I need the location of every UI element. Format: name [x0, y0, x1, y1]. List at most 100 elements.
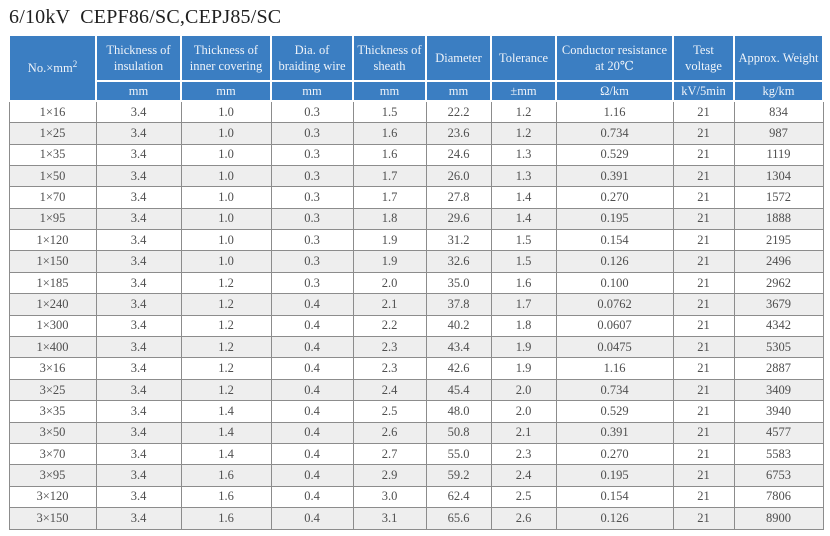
- cell: 21: [672, 378, 735, 402]
- cell: 0.3: [270, 271, 354, 295]
- cell: 3.4: [95, 357, 182, 380]
- cell: 3.4: [95, 229, 182, 252]
- row-label: 3×16: [8, 357, 97, 380]
- cell: 2887: [733, 357, 824, 380]
- row-label: 1×35: [8, 143, 97, 166]
- cell: 0.4: [270, 485, 354, 509]
- cell: 0.529: [555, 400, 674, 423]
- cell: 1.0: [180, 229, 272, 252]
- column-unit: kV/5min: [672, 79, 735, 103]
- cell: 5305: [733, 336, 824, 359]
- table-row: 1×400 3.4 1.2 0.4 2.3 43.4 1.9 0.0475 21 5305: [8, 336, 824, 359]
- cell: 55.0: [425, 442, 492, 466]
- cell: 2.0: [352, 271, 427, 295]
- row-label: 1×150: [8, 250, 97, 273]
- column-unit: mm: [425, 79, 492, 103]
- row-label: 3×50: [8, 421, 97, 445]
- cell: 1.9: [352, 229, 427, 252]
- cell: 21: [672, 186, 735, 209]
- cell: 0.100: [555, 271, 674, 295]
- row-label: 1×240: [8, 293, 97, 316]
- cell: 1.2: [180, 271, 272, 295]
- cell: 2496: [733, 250, 824, 273]
- cell: 2.0: [490, 400, 557, 423]
- cell: 1.6: [180, 464, 272, 487]
- cell: 2.1: [490, 421, 557, 445]
- cell: 0.0762: [555, 293, 674, 316]
- cell: 31.2: [425, 229, 492, 252]
- table-row: 1×150 3.4 1.0 0.3 1.9 32.6 1.5 0.126 21 2496: [8, 250, 824, 273]
- table-row: 3×35 3.4 1.4 0.4 2.5 48.0 2.0 0.529 21 3940: [8, 400, 824, 423]
- cell: 40.2: [425, 314, 492, 338]
- cell: 1.0: [180, 186, 272, 209]
- cell: 1.6: [352, 143, 427, 166]
- cell: 0.3: [270, 122, 354, 145]
- column-unit: mm: [180, 79, 272, 103]
- cell: 21: [672, 464, 735, 487]
- cell: 37.8: [425, 293, 492, 316]
- row-label: 1×95: [8, 207, 97, 231]
- table-row: 3×70 3.4 1.4 0.4 2.7 55.0 2.3 0.270 21 5583: [8, 442, 824, 466]
- cell: 0.3: [270, 100, 354, 124]
- cell: 2.3: [352, 357, 427, 380]
- cell: 50.8: [425, 421, 492, 445]
- cell: 0.126: [555, 507, 674, 530]
- cell: 1.0: [180, 250, 272, 273]
- cell: 0.391: [555, 421, 674, 445]
- table-row: 3×150 3.4 1.6 0.4 3.1 65.6 2.6 0.126 21 8900: [8, 507, 824, 530]
- table-body: 1×16 3.4 1.0 0.3 1.5 22.2 1.2 1.16 21 834 1×25 3.4 1…: [8, 100, 824, 530]
- cell: 3.1: [352, 507, 427, 530]
- cell: 987: [733, 122, 824, 145]
- cell: 1.6: [180, 507, 272, 530]
- cell: 3.4: [95, 378, 182, 402]
- cell: 35.0: [425, 271, 492, 295]
- cell: 1.4: [490, 186, 557, 209]
- cell: 21: [672, 122, 735, 145]
- cell: 1.4: [180, 400, 272, 423]
- cell: 1.3: [490, 143, 557, 166]
- column-unit: mm: [95, 79, 182, 103]
- table-row: 1×185 3.4 1.2 0.3 2.0 35.0 1.6 0.100 21 2962: [8, 271, 824, 295]
- cell: 1.8: [490, 314, 557, 338]
- column-header: Dia. of braiding wire: [270, 34, 354, 82]
- cell: 2.5: [352, 400, 427, 423]
- cell: 1.3: [490, 164, 557, 188]
- row-label: 1×185: [8, 271, 97, 295]
- cell: 1572: [733, 186, 824, 209]
- cell: 1.4: [180, 442, 272, 466]
- cell: 21: [672, 400, 735, 423]
- column-unit: ±mm: [490, 79, 557, 103]
- cell: 1304: [733, 164, 824, 188]
- table-row: 3×120 3.4 1.6 0.4 3.0 62.4 2.5 0.154 21 7806: [8, 485, 824, 509]
- cell: 2.7: [352, 442, 427, 466]
- cell: 0.270: [555, 442, 674, 466]
- cell: 834: [733, 100, 824, 124]
- table-row: 3×16 3.4 1.2 0.4 2.3 42.6 1.9 1.16 21 2887: [8, 357, 824, 380]
- cell: 21: [672, 357, 735, 380]
- cell: 8900: [733, 507, 824, 530]
- table-row: 3×50 3.4 1.4 0.4 2.6 50.8 2.1 0.391 21 4577: [8, 421, 824, 445]
- cell: 1.2: [180, 314, 272, 338]
- table-row: 1×70 3.4 1.0 0.3 1.7 27.8 1.4 0.270 21 1572: [8, 186, 824, 209]
- cell: 2.4: [490, 464, 557, 487]
- row-label: 1×120: [8, 229, 97, 252]
- cell: 21: [672, 485, 735, 509]
- cell: 3.4: [95, 186, 182, 209]
- cell: 1.16: [555, 100, 674, 124]
- cell: 1.5: [490, 250, 557, 273]
- cell: 1.7: [352, 164, 427, 188]
- cell: 0.4: [270, 421, 354, 445]
- table-row: 1×35 3.4 1.0 0.3 1.6 24.6 1.3 0.529 21 1119: [8, 143, 824, 166]
- cell: 24.6: [425, 143, 492, 166]
- table-row: 1×25 3.4 1.0 0.3 1.6 23.6 1.2 0.734 21 987: [8, 122, 824, 145]
- column-header: No.×mm2: [8, 33, 97, 103]
- cell: 2.6: [490, 507, 557, 530]
- row-label: 1×16: [8, 100, 97, 124]
- cell: 1.7: [352, 186, 427, 209]
- cell: 1.4: [490, 207, 557, 231]
- cell: 4342: [733, 314, 824, 338]
- cell: 1.2: [490, 122, 557, 145]
- cell: 0.391: [555, 164, 674, 188]
- table-row: 1×300 3.4 1.2 0.4 2.2 40.2 1.8 0.0607 21 4342: [8, 314, 824, 338]
- cell: 0.3: [270, 229, 354, 252]
